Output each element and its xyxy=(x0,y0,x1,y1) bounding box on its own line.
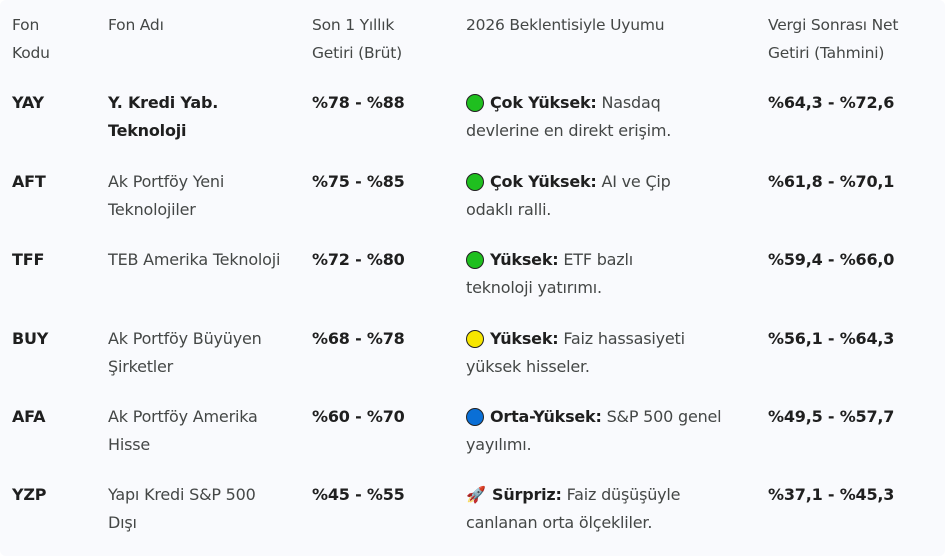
fit-description: AI ve Çip odaklı ralli. xyxy=(466,172,671,219)
fund-name: Yapı Kredi S&P 500 Dışı xyxy=(108,485,256,532)
fund-code: TFF xyxy=(12,250,45,269)
blue-circle-icon xyxy=(466,408,484,426)
gross-return: %45 - %55 xyxy=(312,485,405,504)
expectation-fit: Çok Yüksek: Nasdaq devlerine en direkt e… xyxy=(466,89,716,145)
fund-name: Ak Portföy Yeni Teknolojiler xyxy=(108,172,225,219)
expectation-fit: 🚀 Sürpriz: Faiz düşüşüyle canlanan orta ö… xyxy=(466,481,726,537)
gross-return: %68 - %78 xyxy=(312,329,405,348)
fit-description: Faiz düşüşüyle canlanan orta ölçekliler. xyxy=(466,485,681,532)
gross-return: %75 - %85 xyxy=(312,172,405,191)
header-gross-return: Son 1 Yıllık Getiri (Brüt) xyxy=(312,16,402,62)
fit-description: ETF bazlı teknoloji yatırımı. xyxy=(466,250,633,297)
fund-code: AFT xyxy=(12,172,46,191)
fund-code: YAY xyxy=(12,93,44,112)
fit-description: Nasdaq devlerine en direkt erişim. xyxy=(466,93,672,140)
fund-name: Ak Portföy Büyüyen Şirketler xyxy=(108,329,262,376)
gross-return: %78 - %88 xyxy=(312,93,405,112)
fit-level: Yüksek: xyxy=(490,329,559,348)
net-return: %49,5 - %57,7 xyxy=(768,407,895,426)
fit-description: S&P 500 genel yayılımı. xyxy=(466,407,722,454)
fit-level: Çok Yüksek: xyxy=(490,93,597,112)
expectation-fit: Yüksek: Faiz hassasiyeti yüksek hisseler… xyxy=(466,325,726,381)
expectation-fit: Çok Yüksek: AI ve Çip odaklı ralli. xyxy=(466,168,706,224)
fund-code: BUY xyxy=(12,329,49,348)
fit-level: Yüksek: xyxy=(490,250,559,269)
gross-return: %72 - %80 xyxy=(312,250,405,269)
rocket-icon: 🚀 xyxy=(466,485,486,504)
gross-return: %60 - %70 xyxy=(312,407,405,426)
header-fund-code: Fon Kodu xyxy=(12,16,50,62)
expectation-fit: Orta-Yüksek: S&P 500 genel yayılımı. xyxy=(466,403,726,459)
fund-name: Ak Portföy Amerika Hisse xyxy=(108,407,258,454)
expectation-fit: Yüksek: ETF bazlı teknoloji yatırımı. xyxy=(466,246,686,302)
fund-name: TEB Amerika Teknoloji xyxy=(108,250,281,269)
green-circle-icon xyxy=(466,251,484,269)
fund-name: Y. Kredi Yab. Teknoloji xyxy=(108,93,219,140)
yellow-circle-icon xyxy=(466,330,484,348)
net-return: %61,8 - %70,1 xyxy=(768,172,895,191)
net-return: %59,4 - %66,0 xyxy=(768,250,895,269)
green-circle-icon xyxy=(466,173,484,191)
green-circle-icon xyxy=(466,94,484,112)
header-2026-fit: 2026 Beklentisiyle Uyumu xyxy=(466,16,665,34)
header-fund-name: Fon Adı xyxy=(108,16,164,34)
fit-level: Orta-Yüksek: xyxy=(490,407,602,426)
fund-code: YZP xyxy=(12,485,47,504)
header-net-return: Vergi Sonrası Net Getiri (Tahmini) xyxy=(768,16,899,62)
net-return: %56,1 - %64,3 xyxy=(768,329,895,348)
fit-level: Sürpriz: xyxy=(492,485,562,504)
fit-description: Faiz hassasiyeti yüksek hisseler. xyxy=(466,329,685,376)
fit-level: Çok Yüksek: xyxy=(490,172,597,191)
net-return: %37,1 - %45,3 xyxy=(768,485,895,504)
fund-code: AFA xyxy=(12,407,46,426)
net-return: %64,3 - %72,6 xyxy=(768,93,895,112)
